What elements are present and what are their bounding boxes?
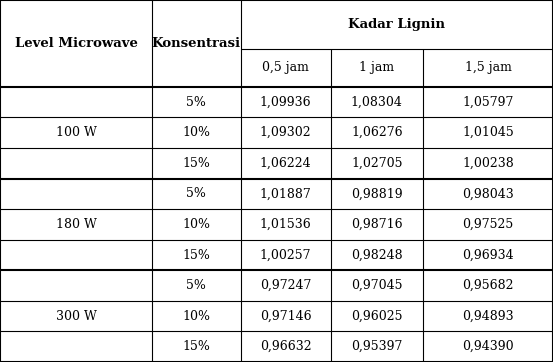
Text: 1,01045: 1,01045: [462, 126, 514, 139]
Text: 0,96632: 0,96632: [260, 340, 311, 353]
Text: 1,08304: 1,08304: [351, 96, 403, 109]
Text: 0,95682: 0,95682: [462, 279, 514, 292]
Text: 15%: 15%: [182, 248, 210, 261]
Text: 0,98248: 0,98248: [351, 248, 403, 261]
Text: 0,94893: 0,94893: [462, 310, 514, 323]
Text: 1,09936: 1,09936: [260, 96, 311, 109]
Text: 1,06224: 1,06224: [260, 157, 311, 170]
Text: 1 jam: 1 jam: [359, 62, 394, 74]
Text: 0,96934: 0,96934: [462, 248, 514, 261]
Text: 5%: 5%: [186, 96, 206, 109]
Text: 1,00238: 1,00238: [462, 157, 514, 170]
Text: 1,05797: 1,05797: [462, 96, 514, 109]
Text: 10%: 10%: [182, 218, 210, 231]
Text: 0,94390: 0,94390: [462, 340, 514, 353]
Text: 0,97045: 0,97045: [351, 279, 403, 292]
Text: 10%: 10%: [182, 310, 210, 323]
Text: 1,06276: 1,06276: [351, 126, 403, 139]
Text: 1,5 jam: 1,5 jam: [465, 62, 512, 74]
Text: 0,97247: 0,97247: [260, 279, 311, 292]
Text: 100 W: 100 W: [56, 126, 96, 139]
Text: 1,02705: 1,02705: [351, 157, 403, 170]
Text: 15%: 15%: [182, 157, 210, 170]
Text: 1,01536: 1,01536: [260, 218, 311, 231]
Text: 1,01887: 1,01887: [260, 188, 311, 201]
Text: 1,00257: 1,00257: [260, 248, 311, 261]
Text: 5%: 5%: [186, 279, 206, 292]
Text: 0,95397: 0,95397: [351, 340, 403, 353]
Text: Level Microwave: Level Microwave: [14, 37, 138, 50]
Text: 15%: 15%: [182, 340, 210, 353]
Text: 180 W: 180 W: [56, 218, 96, 231]
Text: 5%: 5%: [186, 188, 206, 201]
Text: 0,98043: 0,98043: [462, 188, 514, 201]
Text: 300 W: 300 W: [56, 310, 96, 323]
Text: 0,98819: 0,98819: [351, 188, 403, 201]
Text: 0,97525: 0,97525: [462, 218, 514, 231]
Text: Konsentrasi: Konsentrasi: [152, 37, 241, 50]
Text: 0,5 jam: 0,5 jam: [262, 62, 309, 74]
Text: 0,96025: 0,96025: [351, 310, 403, 323]
Text: 0,98716: 0,98716: [351, 218, 403, 231]
Text: 0,97146: 0,97146: [260, 310, 311, 323]
Text: 1,09302: 1,09302: [260, 126, 311, 139]
Text: Kadar Lignin: Kadar Lignin: [348, 18, 445, 31]
Text: 10%: 10%: [182, 126, 210, 139]
